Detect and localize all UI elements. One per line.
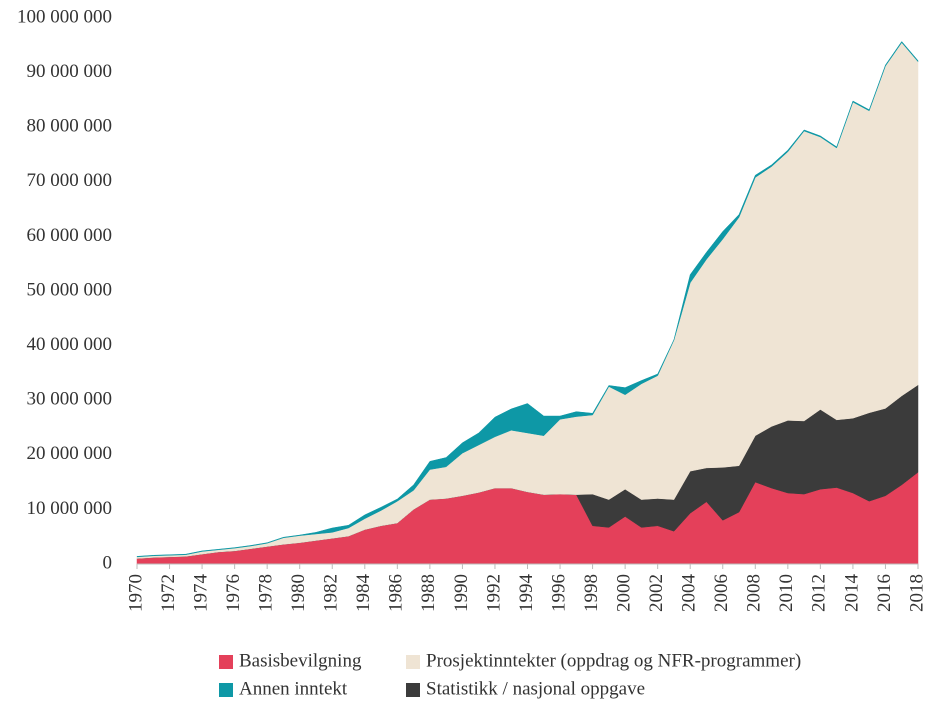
x-tick-label: 1976	[223, 574, 244, 612]
y-tick-label: 50 000 000	[27, 279, 113, 300]
y-tick-label: 100 000 000	[17, 6, 112, 27]
legend-swatch	[406, 683, 420, 697]
y-tick-label: 80 000 000	[27, 116, 113, 137]
x-tick-label: 1982	[321, 574, 342, 612]
x-tick-label: 1996	[548, 574, 569, 612]
y-tick-label: 20 000 000	[27, 443, 113, 464]
x-tick-label: 2000	[613, 574, 634, 612]
x-tick-label: 1994	[516, 574, 537, 613]
x-tick-label: 1992	[483, 574, 504, 612]
x-tick-label: 1980	[288, 574, 309, 612]
y-tick-label: 10 000 000	[27, 498, 113, 519]
x-tick-label: 1998	[581, 574, 602, 612]
y-tick-label: 70 000 000	[27, 170, 113, 191]
x-tick-label: 2004	[679, 574, 700, 613]
x-tick-label: 1974	[190, 574, 211, 613]
x-tick-label: 1972	[158, 574, 179, 612]
x-tick-label: 2018	[906, 574, 927, 612]
x-tick-label: 1986	[386, 574, 407, 612]
y-tick-label: 90 000 000	[27, 61, 113, 82]
y-tick-label: 40 000 000	[27, 334, 113, 355]
x-tick-label: 1990	[451, 574, 472, 612]
x-tick-label: 1988	[418, 574, 439, 612]
x-tick-label: 2008	[744, 574, 765, 612]
y-tick-label: 60 000 000	[27, 225, 113, 246]
legend-swatch	[406, 655, 420, 669]
x-tick-label: 2014	[841, 574, 862, 613]
x-tick-label: 1978	[256, 574, 277, 612]
x-tick-label: 2002	[646, 574, 667, 612]
legend-label: Statistikk / nasjonal oppgave	[426, 678, 645, 699]
legend-label: Basisbevilgning	[239, 650, 362, 671]
legend-swatch	[219, 655, 233, 669]
legend-swatch	[219, 683, 233, 697]
x-tick-label: 2012	[809, 574, 830, 612]
area	[136, 41, 919, 558]
legend-label: Prosjektinntekter (oppdrag og NFR-progra…	[426, 650, 801, 671]
x-tick-label: 2010	[776, 574, 797, 612]
x-tick-label: 2016	[874, 574, 895, 612]
x-tick-label: 2006	[711, 574, 732, 612]
legend-label: Annen inntekt	[239, 678, 348, 699]
y-tick-label: 30 000 000	[27, 389, 113, 410]
x-tick-label: 1970	[125, 574, 146, 612]
y-tick-label: 0	[103, 552, 113, 573]
x-tick-label: 1984	[353, 574, 374, 613]
